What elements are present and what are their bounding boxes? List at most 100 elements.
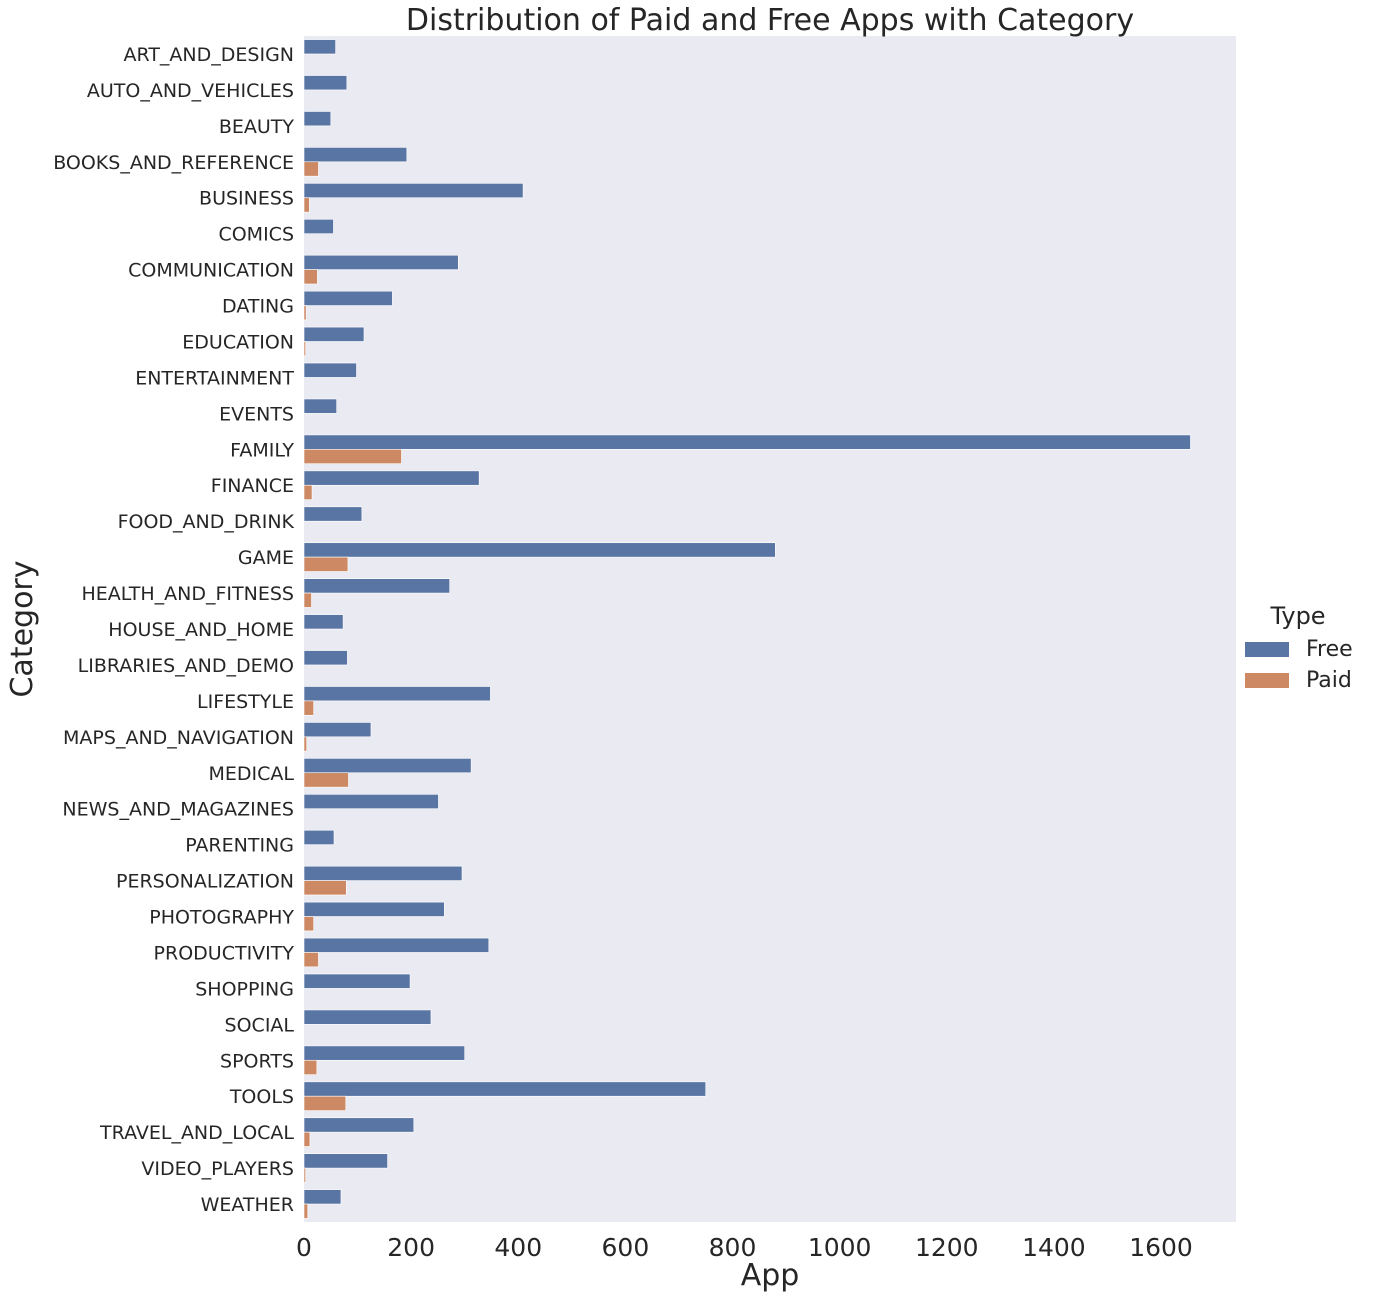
x-tick-600: 600 bbox=[602, 1233, 650, 1262]
bar-paid-video-players bbox=[303, 1167, 306, 1183]
bar-free-tools bbox=[303, 1081, 707, 1097]
bar-paid-finance bbox=[303, 484, 313, 500]
bar-free-events bbox=[303, 398, 337, 414]
bar-free-food-and-drink bbox=[303, 506, 363, 522]
category-label-events: EVENTS bbox=[219, 403, 294, 425]
category-label-business: BUSINESS bbox=[199, 188, 294, 210]
legend-title: Type bbox=[1269, 602, 1325, 630]
bar-free-sports bbox=[303, 1045, 465, 1061]
x-tick-1600: 1600 bbox=[1129, 1233, 1193, 1262]
bar-free-education bbox=[303, 326, 365, 342]
bar-paid-health-and-fitness bbox=[303, 592, 312, 608]
category-label-game: GAME bbox=[238, 547, 294, 569]
x-tick-labels: 0 200 400 600 800 1000 1200 1400 1600 bbox=[296, 1233, 1193, 1262]
x-tick-0: 0 bbox=[296, 1233, 312, 1262]
category-label-productivity: PRODUCTIVITY bbox=[154, 942, 295, 964]
category-label-auto-and-vehicles: AUTO_AND_VEHICLES bbox=[87, 80, 294, 102]
category-label-education: EDUCATION bbox=[182, 331, 294, 353]
bar-paid-maps-and-navigation bbox=[303, 736, 307, 752]
bar-free-dating bbox=[303, 290, 393, 306]
category-label-communication: COMMUNICATION bbox=[128, 260, 294, 282]
bar-free-house-and-home bbox=[303, 614, 344, 630]
bar-free-video-players bbox=[303, 1153, 388, 1169]
legend-label-paid: Paid bbox=[1306, 668, 1352, 693]
bar-paid-game bbox=[303, 556, 349, 572]
bar-paid-tools bbox=[303, 1095, 347, 1111]
y-axis-label: Category bbox=[5, 560, 40, 697]
bar-free-finance bbox=[303, 470, 480, 486]
bar-free-game bbox=[303, 542, 776, 558]
bar-paid-business bbox=[303, 197, 310, 213]
legend-label-free: Free bbox=[1306, 637, 1353, 662]
legend: Type Free Paid bbox=[1245, 602, 1353, 693]
plot-background bbox=[304, 36, 1236, 1222]
bar-free-libraries-and-demo bbox=[303, 650, 348, 666]
category-label-entertainment: ENTERTAINMENT bbox=[135, 367, 294, 389]
bar-free-travel-and-local bbox=[303, 1117, 415, 1133]
category-label-maps-and-navigation: MAPS_AND_NAVIGATION bbox=[63, 727, 294, 749]
category-label-medical: MEDICAL bbox=[209, 763, 295, 785]
category-label-family: FAMILY bbox=[230, 439, 294, 461]
bar-paid-education bbox=[303, 341, 306, 357]
bar-paid-personalization bbox=[303, 880, 347, 896]
category-label-travel-and-local: TRAVEL_AND_LOCAL bbox=[99, 1122, 294, 1144]
bar-paid-communication bbox=[303, 269, 318, 285]
category-label-shopping: SHOPPING bbox=[195, 978, 294, 1000]
bar-paid-travel-and-local bbox=[303, 1131, 311, 1147]
bar-free-family bbox=[303, 434, 1191, 450]
x-tick-1400: 1400 bbox=[1022, 1233, 1086, 1262]
category-label-news-and-magazines: NEWS_AND_MAGAZINES bbox=[62, 799, 294, 821]
bar-free-beauty bbox=[303, 111, 332, 127]
bar-free-medical bbox=[303, 758, 472, 774]
bar-free-maps-and-navigation bbox=[303, 722, 372, 738]
category-tick-labels: ART_AND_DESIGN AUTO_AND_VEHICLES BEAUTY BOO… bbox=[53, 44, 294, 1216]
x-axis-label: App bbox=[741, 1258, 800, 1293]
bar-free-news-and-magazines bbox=[303, 794, 439, 809]
x-tick-1000: 1000 bbox=[808, 1233, 872, 1262]
category-label-dating: DATING bbox=[222, 296, 294, 318]
bar-free-productivity bbox=[303, 937, 490, 953]
category-label-lifestyle: LIFESTYLE bbox=[197, 691, 294, 713]
bar-paid-books-and-reference bbox=[303, 161, 319, 177]
x-tick-400: 400 bbox=[494, 1233, 542, 1262]
x-tick-800: 800 bbox=[709, 1233, 757, 1262]
category-label-art-and-design: ART_AND_DESIGN bbox=[124, 44, 295, 66]
category-label-video-players: VIDEO_PLAYERS bbox=[141, 1158, 294, 1180]
category-label-health-and-fitness: HEALTH_AND_FITNESS bbox=[82, 583, 294, 605]
bar-free-personalization bbox=[303, 865, 463, 881]
bar-free-comics bbox=[303, 218, 334, 234]
bar-free-auto-and-vehicles bbox=[303, 75, 348, 91]
x-tick-200: 200 bbox=[387, 1233, 435, 1262]
bar-paid-sports bbox=[303, 1059, 318, 1075]
category-label-weather: WEATHER bbox=[201, 1194, 294, 1216]
category-label-books-and-reference: BOOKS_AND_REFERENCE bbox=[53, 152, 294, 174]
bar-paid-medical bbox=[303, 772, 349, 788]
bar-free-shopping bbox=[303, 973, 411, 989]
legend-swatch-paid bbox=[1245, 673, 1289, 688]
bar-free-parenting bbox=[303, 829, 335, 845]
category-label-libraries-and-demo: LIBRARIES_AND_DEMO bbox=[78, 655, 294, 677]
bar-paid-photography bbox=[303, 916, 314, 932]
category-label-social: SOCIAL bbox=[225, 1014, 295, 1036]
bar-paid-dating bbox=[303, 305, 307, 321]
bar-free-weather bbox=[303, 1189, 342, 1205]
category-label-food-and-drink: FOOD_AND_DRINK bbox=[118, 511, 295, 533]
bar-free-health-and-fitness bbox=[303, 578, 450, 594]
x-tick-1200: 1200 bbox=[915, 1233, 979, 1262]
bar-paid-weather bbox=[303, 1203, 309, 1219]
bar-free-lifestyle bbox=[303, 686, 491, 702]
category-label-finance: FINANCE bbox=[211, 475, 294, 497]
category-label-comics: COMICS bbox=[218, 224, 294, 246]
category-label-personalization: PERSONALIZATION bbox=[116, 871, 294, 893]
category-label-tools: TOOLS bbox=[229, 1086, 294, 1108]
category-label-sports: SPORTS bbox=[220, 1050, 294, 1072]
category-label-parenting: PARENTING bbox=[185, 835, 294, 857]
bar-free-social bbox=[303, 1009, 432, 1025]
bar-paid-lifestyle bbox=[303, 700, 314, 716]
bar-free-photography bbox=[303, 901, 445, 917]
bar-free-entertainment bbox=[303, 362, 357, 378]
bar-free-books-and-reference bbox=[303, 147, 408, 163]
legend-swatch-free bbox=[1245, 642, 1289, 657]
category-label-house-and-home: HOUSE_AND_HOME bbox=[108, 619, 294, 641]
